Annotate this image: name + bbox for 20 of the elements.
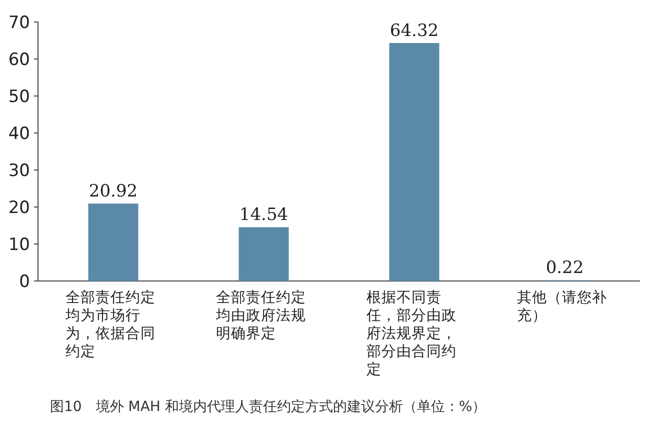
y-tick-label: 40 bbox=[8, 124, 30, 144]
y-tick-label: 70 bbox=[8, 13, 30, 33]
y-tick-label: 60 bbox=[8, 50, 30, 70]
data-label: 0.22 bbox=[546, 258, 584, 278]
y-tick-label: 30 bbox=[8, 161, 30, 181]
x-tick-label: 全部责任约定均由政府法规明确界定 bbox=[216, 289, 307, 343]
x-tick-label: 其他（请您补充） bbox=[516, 289, 608, 325]
text: 图10 境外 MAH 和境内代理人责任约定方式的建议分析（单位：%） bbox=[50, 398, 486, 416]
y-tick-label: 0 bbox=[19, 272, 30, 292]
data-label: 20.92 bbox=[88, 182, 138, 202]
x-tick-label: 全部责任约定均为市场行为，依据合同约定 bbox=[65, 289, 156, 361]
bar bbox=[389, 43, 440, 281]
bar bbox=[88, 204, 138, 281]
y-tick-label: 10 bbox=[8, 235, 30, 255]
y-tick-label: 50 bbox=[8, 87, 30, 107]
x-tick-label: 根据不同责任，部分由政府法规界定，部分由合同约定 bbox=[366, 289, 458, 379]
data-label: 14.54 bbox=[239, 205, 288, 226]
data-label: 64.32 bbox=[390, 21, 439, 42]
bar bbox=[238, 227, 289, 281]
y-tick-label: 20 bbox=[8, 198, 30, 218]
